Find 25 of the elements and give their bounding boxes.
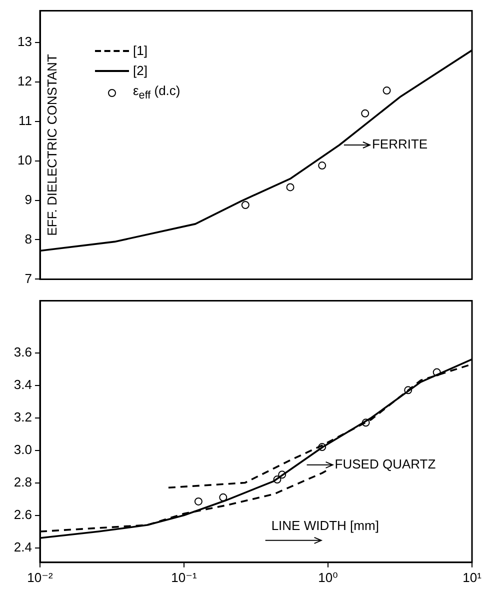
y-tick-label: 7 bbox=[24, 270, 32, 286]
y-tick-label: 8 bbox=[24, 231, 32, 246]
x-tick-label: 10⁻² bbox=[27, 570, 54, 585]
x-tick-label: 10¹ bbox=[462, 570, 482, 585]
y-tick-label: 10 bbox=[18, 152, 32, 168]
y-tick-label: 3.0 bbox=[14, 442, 32, 457]
y-tick-label: 3.4 bbox=[14, 376, 32, 392]
y-tick-label: 12 bbox=[18, 73, 32, 88]
legend-label: [1] bbox=[133, 42, 148, 60]
annotation: FERRITE bbox=[372, 136, 428, 152]
y-tick-label: 2.4 bbox=[14, 539, 32, 554]
annotation: FUSED QUARTZ bbox=[334, 456, 436, 472]
y-tick-label: 9 bbox=[24, 192, 32, 207]
y-tick-label: 3.6 bbox=[14, 344, 32, 360]
y-tick-label: 13 bbox=[18, 34, 32, 49]
y-tick-label: 3.2 bbox=[14, 409, 32, 424]
y-tick-label: 2.6 bbox=[14, 506, 32, 522]
y-tick-label: 2.8 bbox=[14, 474, 32, 490]
legend-label: [2] bbox=[133, 62, 148, 80]
legend-label: ε$_{eff}$ (d.c) bbox=[133, 82, 180, 104]
y-axis-title: EFF. DIELECTRIC CONSTANT bbox=[44, 54, 60, 236]
x-axis-title: LINE WIDTH [mm] bbox=[271, 518, 379, 533]
y-tick-label: 11 bbox=[18, 112, 32, 128]
x-tick-label: 10⁰ bbox=[318, 570, 338, 585]
x-tick-label: 10⁻¹ bbox=[171, 570, 198, 585]
